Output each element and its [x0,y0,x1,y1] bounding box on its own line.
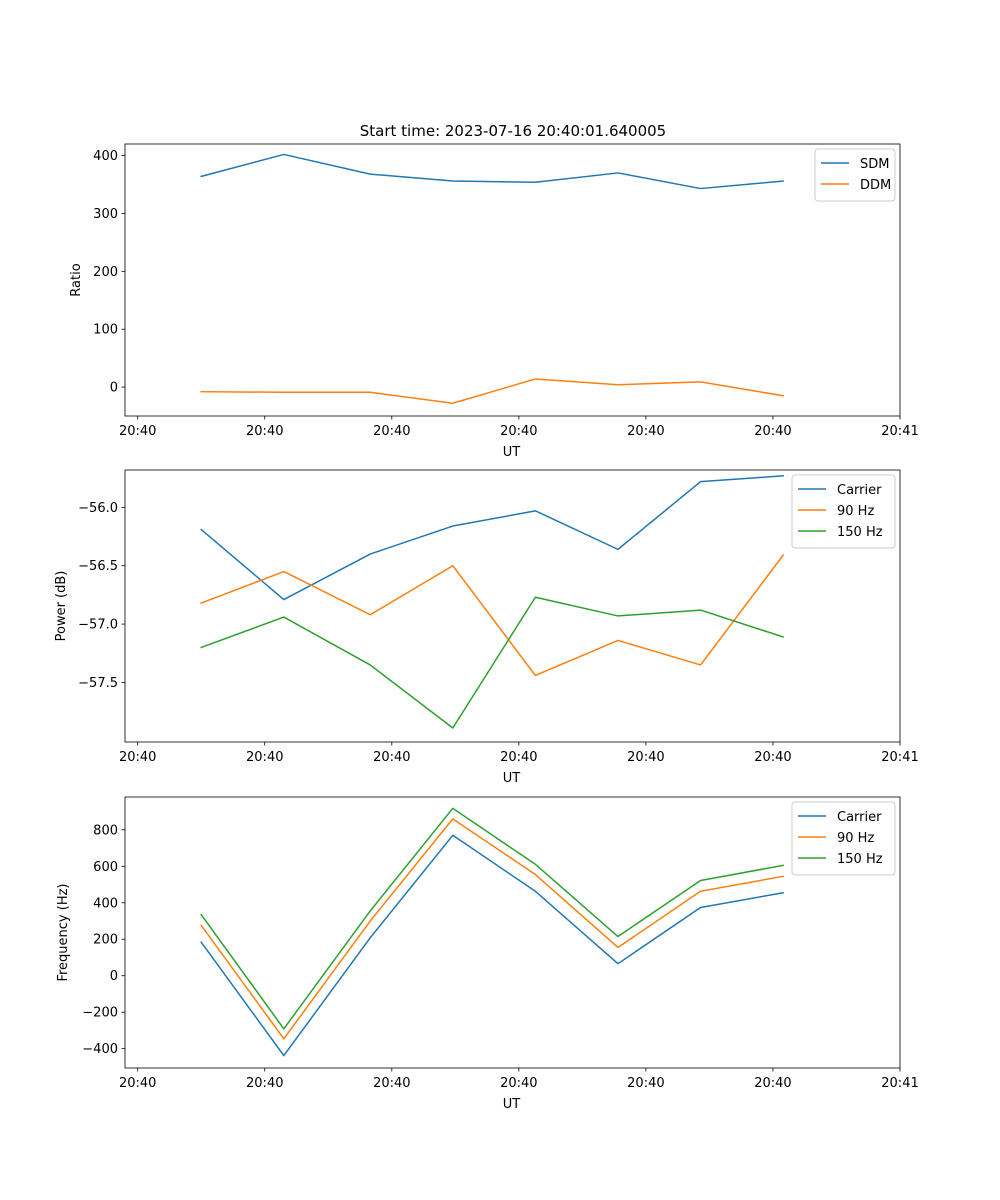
power-x-tick-label: 20:40 [627,750,664,765]
frequency-series-2-line [200,807,784,1030]
power-legend-box [791,474,896,549]
frequency-series-1-line [200,818,784,1040]
power-y-tick-label: −57.0 [78,618,118,633]
frequency-panel: 20:40 20:40 20:40 20:40 20:40 20:40 20:41 −400 −… [56,796,919,1112]
frequency-x-tick-label: 20:40 [500,1076,537,1091]
ratio-y-tick-label: 400 [93,149,118,164]
frequency-legend-label-1: 90 Hz [837,831,874,846]
power-y-axis-label: Power (dB) [54,571,69,642]
frequency-axes-frame [124,796,901,1069]
ratio-series-1-line [200,378,784,405]
power-x-tick-label: 20:40 [246,750,283,765]
ratio-panel: 20:40 20:40 20:40 20:40 20:40 20:40 20:41 0 100 2… [69,143,919,460]
frequency-x-axis-label: UT [503,1097,521,1112]
frequency-y-tick-label: 0 [110,969,118,984]
ratio-legend-box [814,148,896,202]
frequency-y-tick-label: 600 [93,860,118,875]
power-x-tick-label: 20:40 [500,750,537,765]
ratio-x-tick-label: 20:40 [500,424,537,439]
ratio-y-tick-label: 0 [110,381,118,396]
frequency-y-tick-label: 200 [93,933,118,948]
frequency-y-tick-label: 800 [93,823,118,838]
power-x-axis-label: UT [503,771,521,786]
ratio-x-tick-label: 20:40 [246,424,283,439]
power-legend-label-2: 150 Hz [837,525,883,540]
power-y-tick-label: −56.0 [78,501,118,516]
ratio-legend-label-1: DDM [860,178,891,193]
power-legend-label-0: Carrier [837,483,882,498]
frequency-x-tick-label: 20:40 [373,1076,410,1091]
power-axes-frame [124,469,901,743]
frequency-x-tick-label: 20:41 [881,1076,918,1091]
frequency-x-tick-label: 20:40 [754,1076,791,1091]
ratio-y-tick-label: 200 [93,265,118,280]
frequency-legend-label-2: 150 Hz [837,852,883,867]
ratio-y-tick-label: 100 [93,323,118,338]
ratio-x-tick-label: 20:40 [119,424,156,439]
frequency-y-tick-label: −200 [82,1006,118,1021]
frequency-legend-box [791,801,896,876]
power-series-1-line [200,554,785,677]
power-y-tick-label: −57.5 [78,676,118,691]
frequency-x-tick-label: 20:40 [119,1076,156,1091]
power-y-tick-label: −56.5 [78,559,118,574]
ratio-x-tick-label: 20:40 [627,424,664,439]
ratio-axes-frame [124,143,901,417]
power-series-0-line [200,475,784,601]
frequency-y-tick-label: 400 [93,896,118,911]
frequency-y-tick-label: −400 [82,1042,118,1057]
figure-title: Start time: 2023-07-16 20:40:01.640005 [360,122,666,140]
frequency-legend: Carrier 90 Hz 150 Hz [791,801,896,876]
ratio-series-0-line [200,153,784,190]
ratio-x-axis-label: UT [503,445,521,460]
ratio-x-tick-label: 20:40 [373,424,410,439]
ratio-y-tick-label: 300 [93,207,118,222]
frequency-y-axis-label: Frequency (Hz) [56,883,71,981]
power-series-2-line [200,596,785,729]
ratio-y-axis-label: Ratio [69,263,84,296]
power-legend-label-1: 90 Hz [837,504,874,519]
ratio-x-tick-label: 20:41 [881,424,918,439]
frequency-series-0-line [200,834,784,1057]
power-x-tick-label: 20:40 [373,750,410,765]
power-x-tick-label: 20:41 [881,750,918,765]
ratio-legend: SDM DDM [814,148,896,202]
power-panel: 20:40 20:40 20:40 20:40 20:40 20:40 20:41 −57.5… [54,469,919,786]
ratio-legend-label-0: SDM [860,157,889,172]
subplots: 20:40 20:40 20:40 20:40 20:40 20:40 20:41 0 100 2… [54,143,919,1112]
frequency-legend-label-0: Carrier [837,810,882,825]
frequency-x-tick-label: 20:40 [627,1076,664,1091]
ratio-x-tick-label: 20:40 [754,424,791,439]
power-x-tick-label: 20:40 [754,750,791,765]
frequency-x-tick-label: 20:40 [246,1076,283,1091]
power-legend: Carrier 90 Hz 150 Hz [791,474,896,549]
power-x-tick-label: 20:40 [119,750,156,765]
